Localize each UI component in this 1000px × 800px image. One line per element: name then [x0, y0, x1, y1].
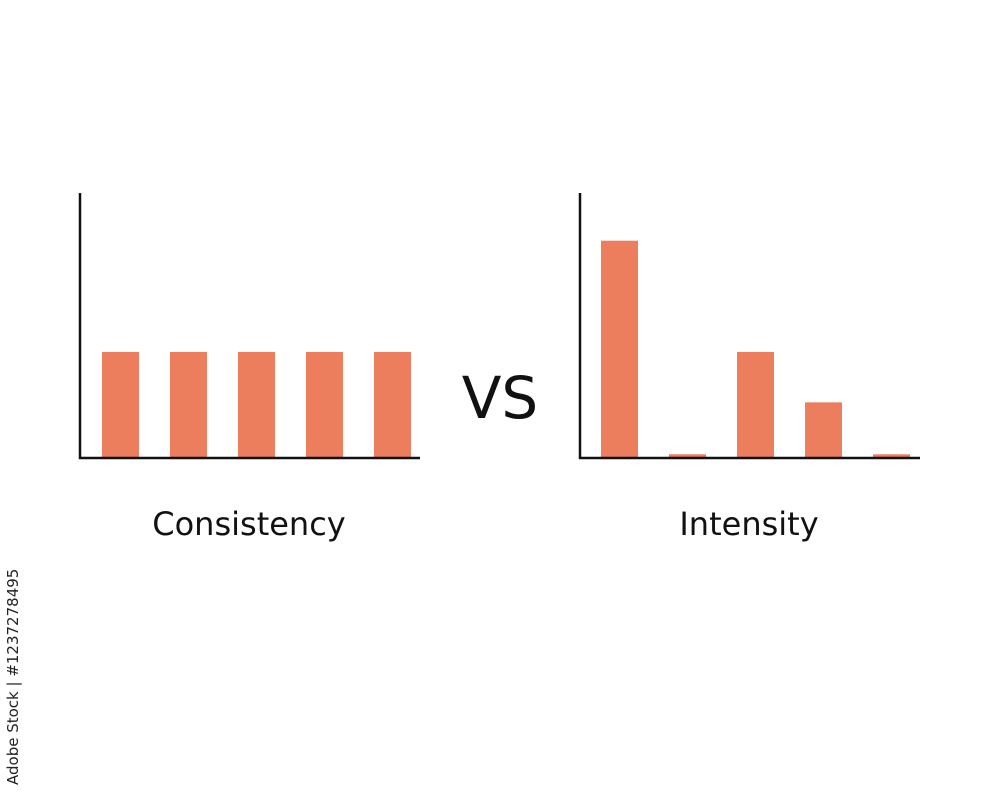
bar-1	[102, 352, 139, 458]
bar-4	[306, 352, 343, 458]
bar-4	[805, 402, 842, 458]
consistency-caption: Consistency	[152, 505, 346, 543]
vs-label: VS	[461, 364, 539, 432]
consistency-chart	[78, 193, 420, 460]
bar-1	[601, 240, 638, 458]
bar-3	[737, 352, 774, 458]
bar-3	[238, 352, 275, 458]
bar-5	[374, 352, 411, 458]
bar-2	[170, 352, 207, 458]
stock-credit-watermark: Adobe Stock | #1237278495	[4, 568, 22, 785]
bar-5	[873, 454, 910, 458]
intensity-caption: Intensity	[679, 505, 819, 543]
bar-2	[669, 454, 706, 458]
intensity-chart	[578, 193, 920, 460]
